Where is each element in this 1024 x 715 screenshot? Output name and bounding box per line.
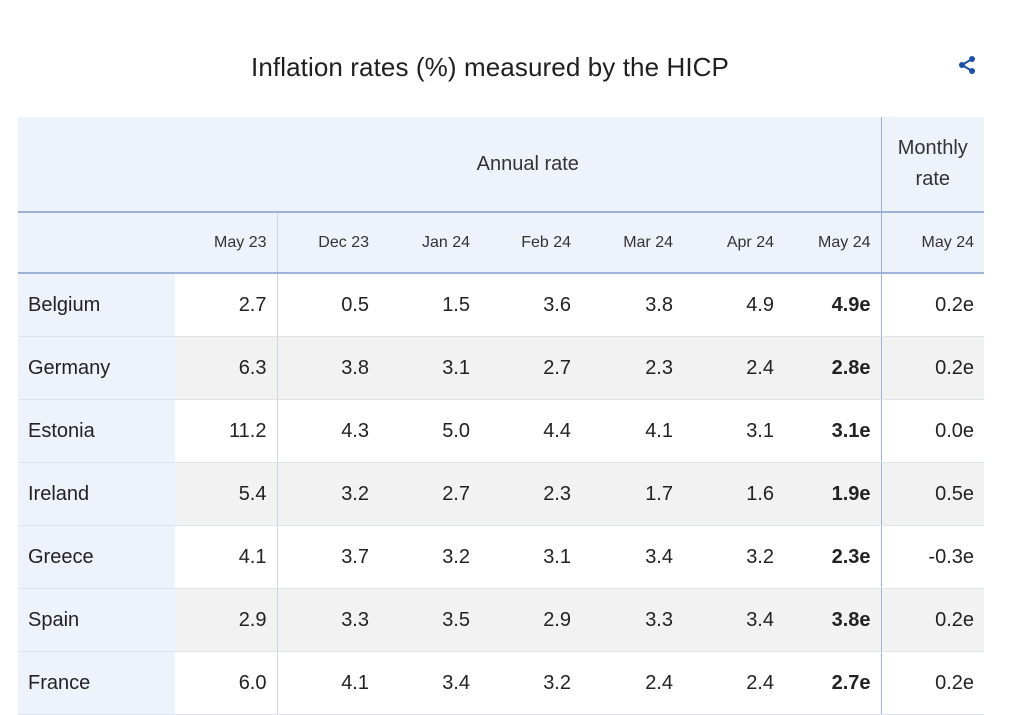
inflation-table: Annual rate Monthly rate May 23 Dec 23 J…	[18, 117, 985, 715]
country-cell: Germany	[18, 336, 175, 400]
annual-rate-cell: 2.9	[175, 588, 278, 652]
country-cell: Greece	[18, 525, 175, 589]
table-row: Spain 2.9 3.3 3.5 2.9 3.3 3.4 3.8e 0.2e	[18, 588, 985, 652]
annual-rate-cell: 4.4	[480, 399, 581, 463]
annual-rate-cell: 0.5	[277, 273, 379, 337]
annual-rate-cell: 4.9e	[784, 273, 882, 337]
country-cell: France	[18, 651, 175, 715]
annual-rate-cell: 4.1	[581, 399, 683, 463]
annual-rate-cell: 3.2	[683, 525, 784, 589]
annual-rate-cell: 6.3	[175, 336, 278, 400]
header-corner	[18, 117, 175, 213]
annual-rate-cell: 3.8	[277, 336, 379, 400]
annual-rate-cell: 6.0	[175, 651, 278, 715]
country-cell: Belgium	[18, 273, 175, 337]
monthly-rate-cell: 0.2e	[880, 273, 985, 337]
monthly-rate-cell: 0.2e	[880, 588, 985, 652]
annual-rate-cell: 3.5	[379, 588, 480, 652]
annual-rate-cell: 5.0	[379, 399, 480, 463]
annual-rate-cell: 1.5	[379, 273, 480, 337]
annual-rate-cell: 3.4	[683, 588, 784, 652]
annual-rate-cell: 3.8	[581, 273, 683, 337]
annual-rate-cell: 3.1	[683, 399, 784, 463]
annual-rate-cell: 11.2	[175, 399, 278, 463]
annual-rate-cell: 3.7	[277, 525, 379, 589]
country-cell: Spain	[18, 588, 175, 652]
annual-rate-cell: 2.4	[683, 651, 784, 715]
annual-rate-header: Annual rate	[175, 117, 882, 213]
table-row: Belgium 2.7 0.5 1.5 3.6 3.8 4.9 4.9e 0.2e	[18, 273, 985, 337]
annual-rate-cell: 2.7	[175, 273, 278, 337]
share-icon[interactable]	[956, 54, 978, 76]
column-header: May 24	[880, 212, 985, 274]
annual-rate-cell: 3.2	[379, 525, 480, 589]
annual-rate-cell: 2.4	[683, 336, 784, 400]
annual-rate-cell: 2.7e	[784, 651, 882, 715]
annual-rate-cell: 4.1	[175, 525, 278, 589]
column-header: Feb 24	[480, 212, 581, 274]
annual-rate-cell: 5.4	[175, 462, 278, 526]
page-title: Inflation rates (%) measured by the HICP	[251, 52, 729, 82]
monthly-rate-cell: 0.2e	[880, 651, 985, 715]
annual-rate-cell: 1.9e	[784, 462, 882, 526]
table-row: Estonia 11.2 4.3 5.0 4.4 4.1 3.1 3.1e 0.0e	[18, 399, 985, 463]
annual-rate-cell: 3.3	[277, 588, 379, 652]
annual-rate-cell: 3.1	[480, 525, 581, 589]
country-cell: Ireland	[18, 462, 175, 526]
column-header: Dec 23	[277, 212, 379, 274]
monthly-rate-header: Monthly rate	[880, 117, 985, 213]
table-row: Germany 6.3 3.8 3.1 2.7 2.3 2.4 2.8e 0.2e	[18, 336, 985, 400]
annual-rate-cell: 4.9	[683, 273, 784, 337]
annual-rate-cell: 1.7	[581, 462, 683, 526]
annual-rate-cell: 3.2	[480, 651, 581, 715]
annual-rate-cell: 2.3	[581, 336, 683, 400]
monthly-rate-cell: 0.2e	[880, 336, 985, 400]
annual-rate-cell: 2.7	[379, 462, 480, 526]
annual-rate-cell: 3.3	[581, 588, 683, 652]
annual-rate-cell: 1.6	[683, 462, 784, 526]
annual-rate-cell: 4.3	[277, 399, 379, 463]
table-row: France 6.0 4.1 3.4 3.2 2.4 2.4 2.7e 0.2e	[18, 651, 985, 715]
annual-rate-cell: 2.4	[581, 651, 683, 715]
column-header: Jan 24	[379, 212, 480, 274]
column-header: May 23	[175, 212, 278, 274]
annual-rate-cell: 3.8e	[784, 588, 882, 652]
annual-rate-cell: 2.7	[480, 336, 581, 400]
column-header: Mar 24	[581, 212, 683, 274]
table-row: Ireland 5.4 3.2 2.7 2.3 1.7 1.6 1.9e 0.5e	[18, 462, 985, 526]
annual-rate-cell: 3.6	[480, 273, 581, 337]
annual-rate-cell: 4.1	[277, 651, 379, 715]
annual-rate-cell: 3.1	[379, 336, 480, 400]
country-column-header	[18, 212, 175, 274]
annual-rate-cell: 2.8e	[784, 336, 882, 400]
monthly-rate-cell: 0.0e	[880, 399, 985, 463]
monthly-rate-cell: -0.3e	[880, 525, 985, 589]
annual-rate-cell: 2.9	[480, 588, 581, 652]
table-row: Greece 4.1 3.7 3.2 3.1 3.4 3.2 2.3e -0.3e	[18, 525, 985, 589]
column-header: May 24	[784, 212, 882, 274]
monthly-rate-cell: 0.5e	[880, 462, 985, 526]
annual-rate-cell: 3.2	[277, 462, 379, 526]
annual-rate-cell: 2.3	[480, 462, 581, 526]
column-header: Apr 24	[683, 212, 784, 274]
annual-rate-cell: 3.4	[379, 651, 480, 715]
annual-rate-cell: 3.1e	[784, 399, 882, 463]
annual-rate-cell: 3.4	[581, 525, 683, 589]
annual-rate-cell: 2.3e	[784, 525, 882, 589]
country-cell: Estonia	[18, 399, 175, 463]
